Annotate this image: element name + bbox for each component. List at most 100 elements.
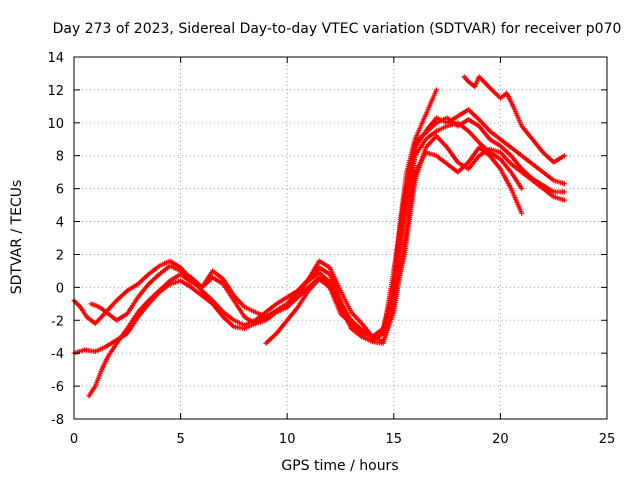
data-trace [200,294,214,306]
data-trace [296,289,310,308]
data-trace [402,155,418,223]
data-trace [371,328,385,339]
data-point [433,87,439,93]
data-trace [477,125,492,141]
data-trace [467,80,477,89]
data-series-4 [88,145,525,345]
data-trace [93,368,104,387]
data-trace [339,312,353,325]
data-trace [552,154,566,164]
data-trace [98,305,110,316]
data-trace [338,289,353,313]
x-tick-label: 15 [386,432,403,447]
y-tick-label: -8 [51,413,64,428]
data-trace [328,266,343,292]
data-trace [125,296,140,315]
data-trace [484,82,494,92]
data-trace [115,327,129,345]
y-tick-label: 8 [56,150,64,165]
data-trace [285,306,300,322]
grid-lines [74,57,607,419]
x-tick-label: 10 [279,432,296,447]
data-trace [552,178,566,186]
data-trace [147,272,161,286]
data-trace [72,299,82,309]
data-trace [318,266,331,276]
data-trace [402,142,418,198]
data-series-1 [71,87,439,340]
y-tick-label: -2 [51,314,64,329]
x-tick-label: 0 [70,432,78,447]
y-tick-label: -6 [51,380,64,395]
data-trace [456,117,470,128]
data-trace [391,196,407,272]
data-trace [435,154,449,166]
data-trace [349,322,363,335]
data-trace [179,269,193,280]
data-trace [499,144,513,157]
data-trace [477,118,491,133]
data-trace [275,295,289,306]
y-tick-label: 12 [47,84,64,99]
y-tick-label: -4 [51,347,64,362]
data-trace [552,194,566,203]
data-trace [136,302,150,319]
data-trace [542,183,555,194]
chart-title: Day 273 of 2023, Sidereal Day-to-day VTE… [53,21,622,37]
y-axis-label: SDTVAR / TECUs [9,180,25,295]
data-trace [446,162,459,174]
x-axis-label: GPS time / hours [281,458,398,474]
data-trace [520,167,534,181]
data-trace [286,295,300,309]
data-trace [221,278,236,297]
data-trace [397,171,409,223]
data-trace [104,299,118,314]
data-trace [147,289,161,302]
data-trace [467,117,481,128]
data-trace [509,171,524,190]
data-trace [328,286,343,315]
y-tick-label: 10 [47,117,64,132]
data-trace [318,277,331,289]
data-trace [136,272,150,286]
data-trace [488,137,502,148]
data-trace [78,306,89,318]
data-trace [211,302,225,319]
data-point [519,186,525,192]
data-trace [509,187,524,215]
x-tick-label: 20 [492,432,509,447]
data-point [561,181,567,187]
x-tick-label: 25 [599,432,616,447]
data-point [561,197,567,203]
data-trace [94,344,107,354]
data-trace [169,264,182,273]
data-trace [243,305,256,314]
data-trace [115,312,129,322]
data-trace [243,315,257,326]
data-trace [85,315,97,325]
data-trace [477,141,491,154]
data-trace [107,312,118,322]
data-point [561,189,567,195]
data-trace [254,310,267,319]
data-trace [467,129,481,144]
data-trace [264,332,278,345]
data-trace [306,260,321,280]
data-trace [413,113,428,141]
data-trace [499,157,513,174]
data-trace [531,162,545,174]
data-trace [435,124,448,133]
data-trace [402,171,418,247]
data-trace [307,278,321,292]
data-trace [510,162,523,174]
data-trace [541,151,555,164]
data-trace [232,294,246,309]
data-trace [413,138,428,157]
data-trace [424,134,438,149]
data-trace [467,108,481,121]
data-trace [498,168,513,190]
data-series-5 [263,120,525,346]
data-trace [179,272,193,284]
data-trace [90,301,101,309]
